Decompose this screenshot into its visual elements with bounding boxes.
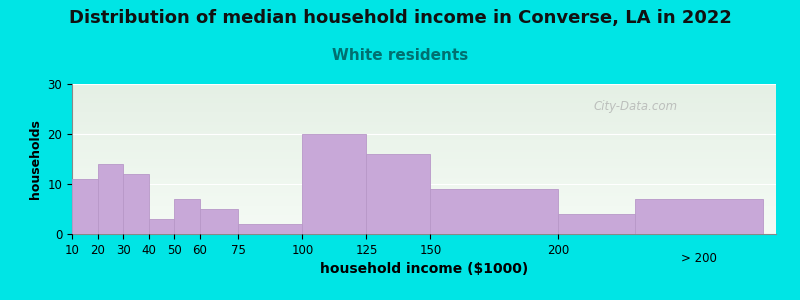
Bar (558, 214, 635, 234)
Text: City-Data.com: City-Data.com (593, 100, 678, 113)
Bar (174, 199, 200, 234)
Text: Distribution of median household income in Converse, LA in 2022: Distribution of median household income … (69, 9, 731, 27)
Bar (430, 189, 558, 234)
Bar (98, 164, 123, 234)
Bar (200, 209, 238, 234)
Bar (123, 174, 149, 234)
Text: White residents: White residents (332, 48, 468, 63)
Bar (302, 134, 366, 234)
Y-axis label: households: households (29, 119, 42, 199)
Bar (149, 219, 174, 234)
Bar (238, 224, 302, 234)
X-axis label: household income ($1000): household income ($1000) (320, 262, 528, 276)
Bar (72, 179, 98, 234)
Bar (366, 154, 430, 234)
Bar (635, 199, 763, 234)
Text: > 200: > 200 (682, 251, 717, 265)
